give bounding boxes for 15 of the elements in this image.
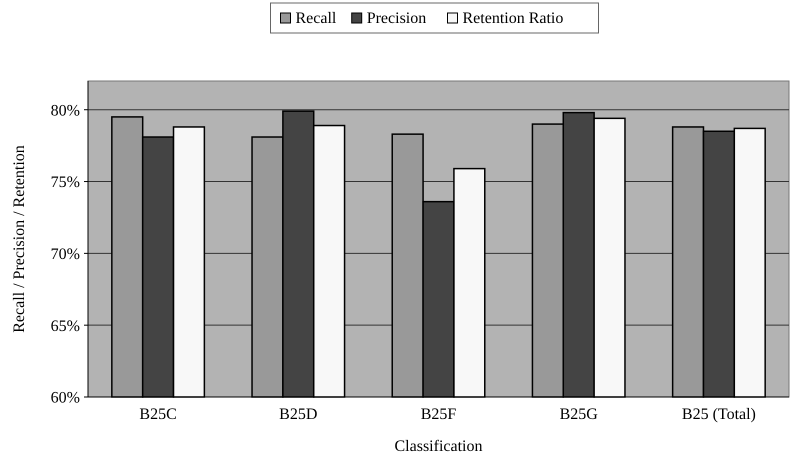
x-tick-label: B25C (139, 406, 177, 423)
x-axis-title: Classification (394, 438, 482, 455)
x-tick-label: B25 (Total) (682, 406, 756, 423)
y-axis-title: Recall / Precision / Retention (11, 145, 28, 333)
legend-label: Precision (366, 10, 426, 27)
y-tick-label: 60% (50, 390, 80, 407)
y-tick-label: 65% (50, 318, 80, 335)
legend-label: Recall (296, 10, 337, 27)
legend-label: Retention Ratio (462, 10, 564, 27)
x-tick-label: B25D (279, 406, 318, 423)
y-tick-label: 70% (50, 246, 80, 263)
x-tick-label: B25F (420, 406, 456, 423)
y-tick-label: 80% (50, 102, 80, 120)
y-tick-label: 75% (50, 174, 80, 192)
x-tick-label: B25G (560, 406, 598, 423)
